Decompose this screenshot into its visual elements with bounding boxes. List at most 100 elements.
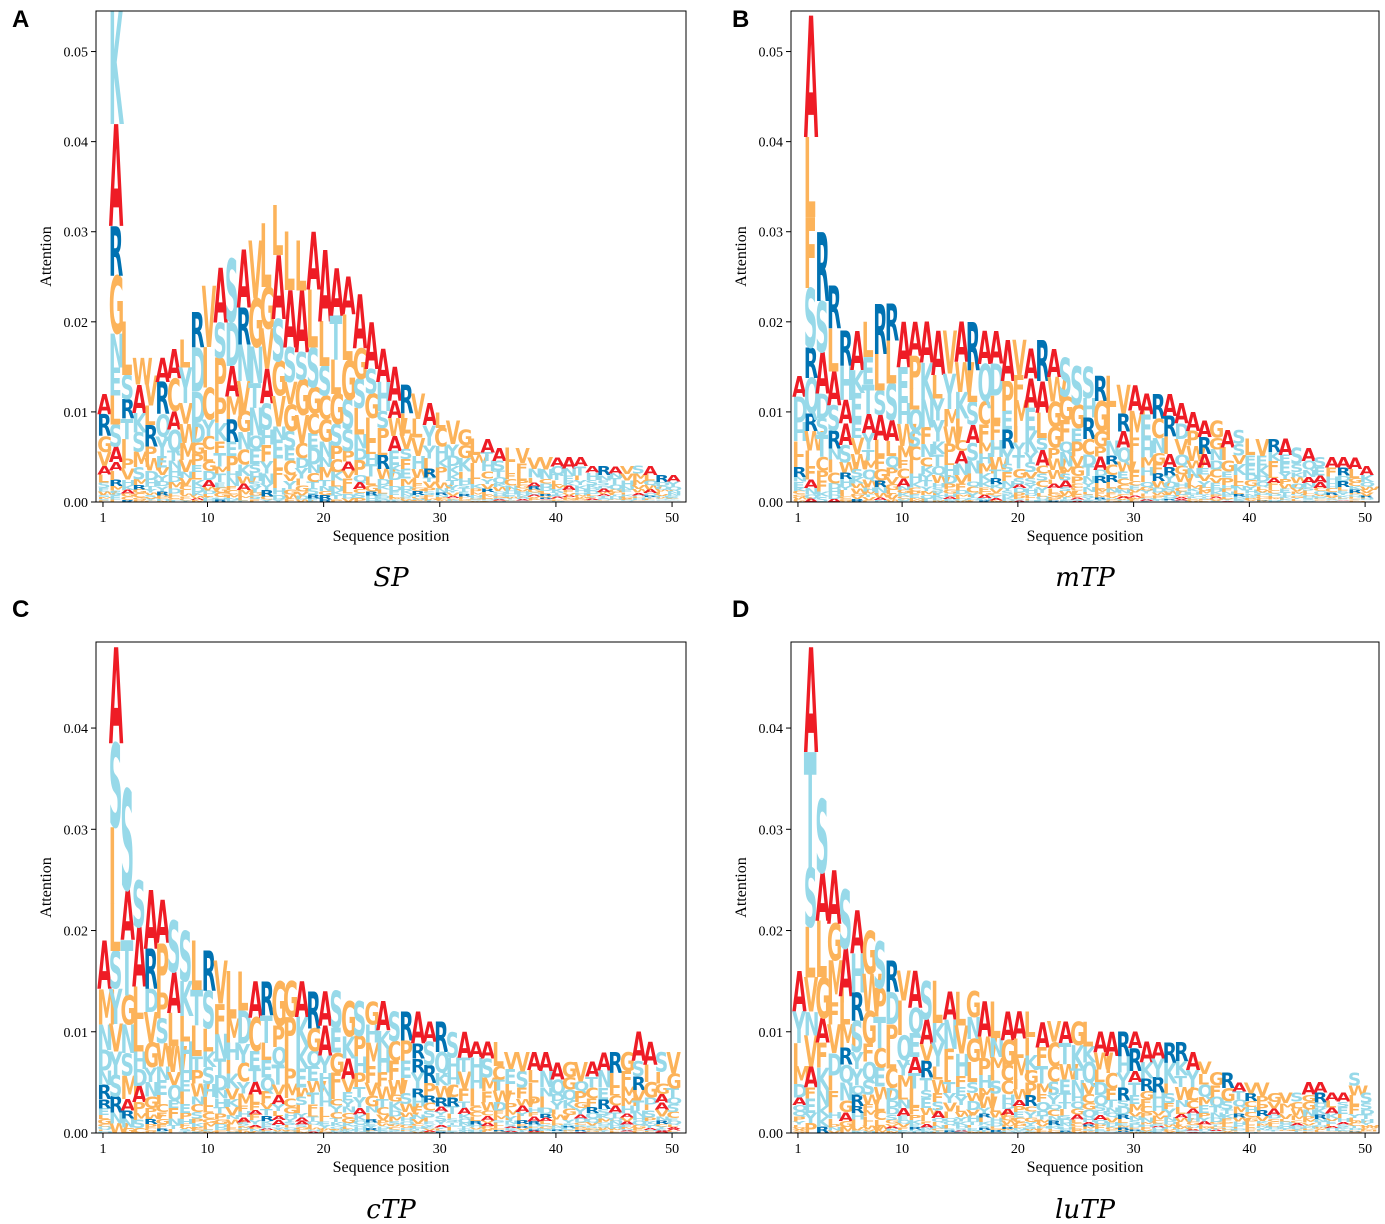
logo-letter-K: K	[539, 1124, 554, 1127]
logo-letter-D: D	[608, 1124, 623, 1128]
logo-letter-N: N	[306, 463, 322, 477]
logo-letter-H: H	[411, 453, 427, 474]
logo-letter-I: I	[469, 461, 476, 475]
logo-letter-M: M	[1093, 489, 1112, 494]
logo-letter-C: C	[1001, 1078, 1015, 1099]
logo-letter-W: W	[954, 353, 975, 402]
logo-letter-A: A	[271, 237, 285, 339]
logo-letter-T: T	[422, 477, 435, 484]
logo-letter-I: I	[1278, 499, 1285, 501]
logo-letter-K: K	[931, 495, 946, 500]
logo-letter-Y: Y	[1138, 490, 1153, 495]
logo-letter-E: E	[202, 1129, 215, 1132]
logo-letter-R: R	[422, 466, 436, 481]
logo-letter-K: K	[376, 1130, 391, 1132]
logo-letter-S: S	[1070, 499, 1083, 501]
logo-letter-K: K	[597, 1114, 613, 1120]
logo-letter-W: W	[1047, 372, 1068, 410]
logo-letter-P: P	[792, 1115, 806, 1123]
plot-area: WIWGCKENRILHDAAQNAFIWRQRSFLASKFPCTSDASRA…	[792, 11, 1379, 502]
logo-letter-R: R	[97, 1082, 112, 1104]
logo-letter-I: I	[213, 1132, 220, 1134]
logo-letter-A: A	[341, 1053, 355, 1086]
logo-letter-L: L	[792, 437, 804, 463]
logo-letter-M: M	[573, 495, 592, 498]
logo-letter-M: M	[977, 461, 995, 477]
logo-letter-I: I	[1140, 493, 1147, 496]
logo-letter-S: S	[295, 1124, 308, 1128]
logo-letter-H: H	[977, 451, 993, 467]
logo-letter-A: A	[655, 1100, 670, 1112]
logo-letter-F: F	[1128, 499, 1141, 501]
logo-letter-W: W	[306, 1128, 327, 1131]
logo-letter-I: I	[388, 479, 395, 488]
logo-letter-A: A	[1024, 372, 1039, 418]
logo-letter-E: E	[341, 1090, 354, 1103]
logo-letter-Y: Y	[433, 1120, 449, 1126]
logo-letter-E: E	[1116, 470, 1129, 481]
logo-letter-Y: Y	[108, 979, 122, 1036]
logo-letter-D: D	[330, 1130, 345, 1133]
x-axis-label: Sequence position	[333, 1159, 450, 1176]
logo-letter-I: I	[155, 1092, 162, 1107]
logo-letter-T: T	[585, 1074, 598, 1090]
logo-letter-A: A	[954, 1130, 969, 1132]
logo-letter-L: L	[931, 971, 943, 1038]
logo-letter-E: E	[167, 1098, 180, 1111]
logo-letter-S: S	[121, 762, 134, 923]
logo-letter-V: V	[885, 1123, 900, 1127]
logo-letter-A: A	[573, 454, 588, 469]
logo-letter-N: N	[225, 1114, 241, 1120]
logo-letter-L: L	[399, 498, 412, 500]
logo-letter-K: K	[121, 484, 137, 492]
logo-letter-N: N	[632, 1110, 648, 1119]
logo-letter-N: N	[1232, 485, 1248, 492]
logo-letter-M: M	[167, 481, 186, 491]
logo-letter-L: L	[643, 474, 655, 483]
logo-letter-E: E	[1140, 407, 1153, 450]
logo-letter-Q: Q	[597, 1122, 613, 1126]
logo-letter-I: I	[1186, 476, 1193, 488]
logo-letter-M: M	[1140, 455, 1159, 471]
logo-letter-E: E	[97, 1107, 110, 1118]
logo-letter-V: V	[632, 484, 647, 491]
logo-letter-R: R	[1197, 433, 1211, 459]
logo-letter-Q: Q	[1313, 496, 1329, 498]
logo-letter-Q: Q	[608, 1118, 624, 1123]
logo-letter-Y: Y	[642, 1121, 657, 1125]
y-tick-label: 0.04	[64, 722, 89, 737]
logo-letter-A: A	[920, 1014, 934, 1052]
logo-letter-S: S	[376, 498, 389, 501]
logo-letter-T: T	[190, 981, 203, 1038]
logo-letter-T: T	[504, 498, 517, 500]
logo-letter-W: W	[469, 501, 490, 502]
x-tick-label: 40	[1242, 511, 1256, 526]
logo-letter-C: C	[815, 455, 829, 476]
logo-letter-T: T	[943, 1079, 956, 1097]
logo-letter-F: F	[804, 1085, 817, 1103]
logo-letter-V: V	[620, 464, 635, 477]
logo-letter-H: H	[632, 498, 648, 500]
logo-letter-G: G	[562, 1058, 577, 1082]
logo-letter-H: H	[376, 500, 392, 503]
logo-letter-D: D	[167, 488, 182, 496]
logo-letter-Q: Q	[920, 494, 936, 499]
logo-letter-A: A	[1302, 476, 1318, 485]
logo-letter-V: V	[585, 1122, 600, 1127]
logo-letter-C: C	[1278, 501, 1292, 502]
logo-letter-F: F	[306, 1102, 319, 1114]
logo-letter-K: K	[562, 1098, 578, 1111]
logo-letter-S: S	[248, 461, 261, 476]
logo-letter-F: F	[260, 1130, 273, 1132]
logo-letter-I: I	[943, 1124, 950, 1129]
logo-letter-T: T	[908, 1069, 921, 1093]
logo-letter-Q: Q	[931, 1117, 947, 1123]
logo-letter-G: G	[539, 1126, 554, 1129]
logo-letter-K: K	[815, 1062, 830, 1099]
logo-letter-V: V	[666, 1046, 680, 1081]
logo-letter-C: C	[1070, 494, 1084, 498]
logo-letter-I: I	[422, 1117, 429, 1123]
logo-letter-C: C	[283, 457, 297, 479]
logo-letter-G: G	[1151, 495, 1166, 498]
logo-letter-S: S	[954, 1128, 967, 1132]
